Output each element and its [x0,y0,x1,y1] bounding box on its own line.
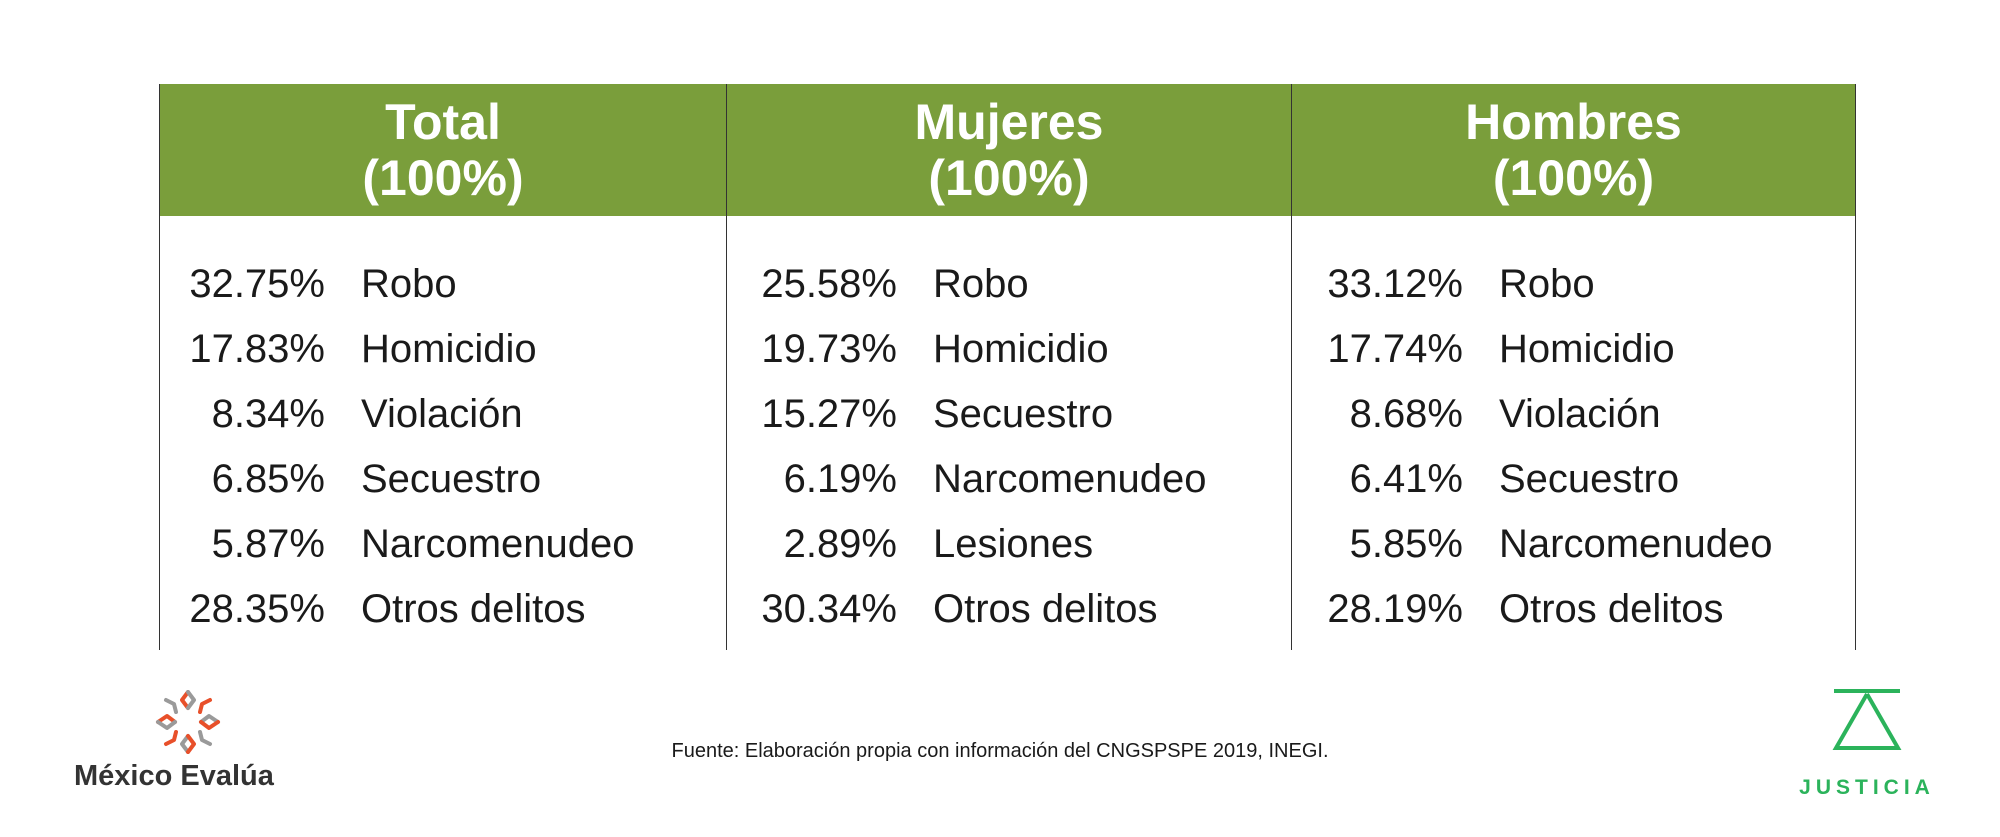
percent-value: 6.19% [783,457,897,501]
percent-value: 17.83% [189,327,325,371]
star-burst-icon [156,690,220,754]
table-row: 5.85% Narcomenudeo [1292,512,1855,577]
column-rows: 25.58% Robo 19.73% Homicidio 15.27% Secuest… [727,216,1291,642]
percent-value: 30.34% [761,587,897,631]
justicia-logo: JUSTICIA [1792,688,1942,808]
percent-value: 2.89% [783,522,897,566]
table-row: 25.58% Robo [727,252,1291,317]
table-row: 30.34% Otros delitos [727,577,1291,642]
column-header: Mujeres (100%) [727,84,1291,216]
table-row: 6.85% Secuestro [160,447,726,512]
column-title: Total [385,94,501,150]
column-rows: 33.12% Robo 17.74% Homicidio 8.68% Violació… [1292,216,1855,642]
percent-value: 28.35% [189,587,325,631]
percent-value: 25.58% [761,262,897,306]
logo-name: México Evalúa [74,760,274,792]
logo-name: JUSTICIA [1799,776,1935,799]
column-title: Hombres [1465,94,1682,150]
column-subtitle: (100%) [362,150,524,206]
crime-label: Secuestro [1499,457,1680,501]
table-row: 33.12% Robo [1292,252,1855,317]
table-row: 2.89% Lesiones [727,512,1291,577]
crime-label: Lesiones [933,522,1094,566]
source-note: Fuente: Elaboración propia con informaci… [671,740,1329,762]
column-header: Total (100%) [160,84,726,216]
percent-value: 6.85% [211,457,325,501]
percent-value: 6.41% [1349,457,1463,501]
percent-value: 8.68% [1349,392,1463,436]
table-row: 32.75% Robo [160,252,726,317]
table-row: 17.83% Homicidio [160,317,726,382]
percent-value: 5.85% [1349,522,1463,566]
crime-label: Robo [933,262,1029,306]
crime-label: Homicidio [933,327,1109,371]
crime-label: Violación [1499,392,1661,436]
crime-label: Narcomenudeo [933,457,1207,501]
table-row: 19.73% Homicidio [727,317,1291,382]
crime-label: Violación [361,392,523,436]
table-row: 5.87% Narcomenudeo [160,512,726,577]
column-subtitle: (100%) [1492,150,1655,206]
crime-label: Narcomenudeo [361,522,635,566]
percent-value: 8.34% [211,392,325,436]
percent-value: 5.87% [211,522,325,566]
column-mujeres: Mujeres (100%) 25.58% Robo 19.73% Homicidi… [726,84,1291,650]
percent-value: 19.73% [761,327,897,371]
crime-table: Total (100%) 32.75% Robo 17.83% Homicidio … [159,84,1856,650]
crime-label: Secuestro [361,457,542,501]
mexico-evalua-logo: México Evalúa [72,690,302,800]
table-row: 6.19% Narcomenudeo [727,447,1291,512]
scale-triangle-icon [1832,689,1902,750]
table-row: 28.19% Otros delitos [1292,577,1855,642]
table-row: 28.35% Otros delitos [160,577,726,642]
column-title: Mujeres [914,94,1104,150]
crime-label: Narcomenudeo [1499,522,1773,566]
percent-value: 33.12% [1327,262,1463,306]
crime-label: Homicidio [361,327,537,371]
crime-label: Otros delitos [933,587,1158,631]
column-header: Hombres (100%) [1292,84,1855,216]
crime-label: Otros delitos [1499,587,1724,631]
percent-value: 28.19% [1327,587,1463,631]
crime-label: Otros delitos [361,587,586,631]
column-total: Total (100%) 32.75% Robo 17.83% Homicidio … [159,84,726,650]
table-row: 15.27% Secuestro [727,382,1291,447]
percent-value: 32.75% [189,262,325,306]
crime-label: Secuestro [933,392,1114,436]
column-rows: 32.75% Robo 17.83% Homicidio 8.34% Violació… [160,216,726,642]
table-row: 17.74% Homicidio [1292,317,1855,382]
table-row: 8.68% Violación [1292,382,1855,447]
table-row: 6.41% Secuestro [1292,447,1855,512]
column-hombres: Hombres (100%) 33.12% Robo 17.74% Homicidi… [1291,84,1856,650]
crime-label: Robo [1499,262,1595,306]
column-subtitle: (100%) [928,150,1090,206]
percent-value: 15.27% [761,392,897,436]
crime-label: Robo [361,262,457,306]
crime-label: Homicidio [1499,327,1675,371]
percent-value: 17.74% [1327,327,1463,371]
table-row: 8.34% Violación [160,382,726,447]
